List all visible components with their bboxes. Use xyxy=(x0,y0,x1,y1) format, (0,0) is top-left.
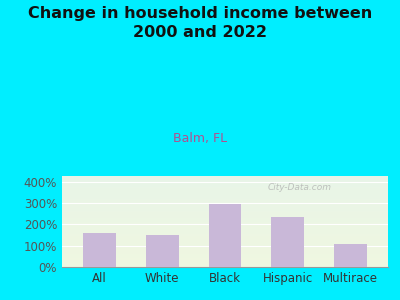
Text: City-Data.com: City-Data.com xyxy=(268,183,332,192)
Bar xyxy=(271,217,304,267)
Bar xyxy=(209,204,241,267)
Text: Change in household income between
2000 and 2022: Change in household income between 2000 … xyxy=(28,6,372,40)
Bar xyxy=(83,232,116,267)
Bar xyxy=(146,235,179,267)
Bar xyxy=(334,244,367,267)
Text: Balm, FL: Balm, FL xyxy=(173,132,227,145)
